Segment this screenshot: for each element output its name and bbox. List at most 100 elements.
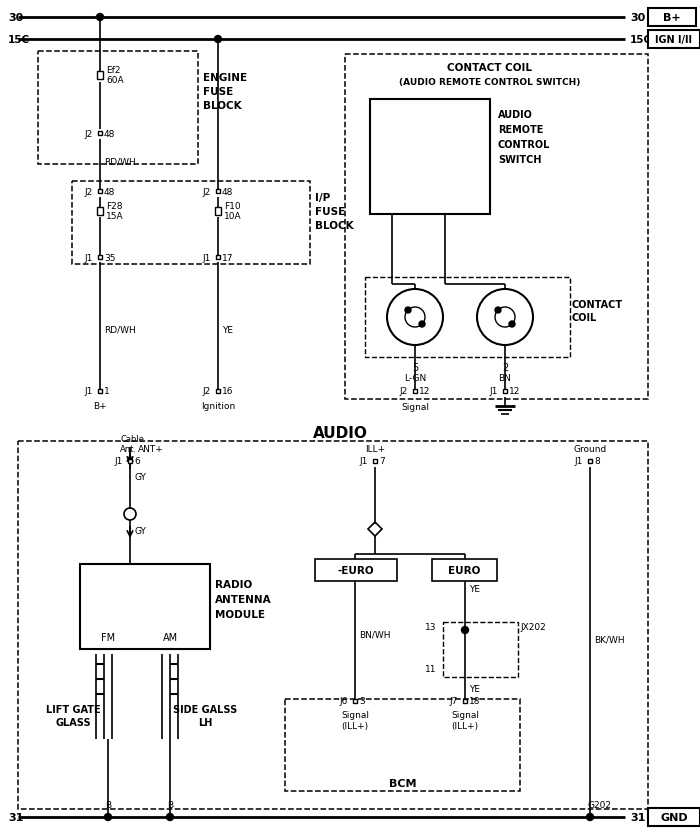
Text: IGN I/II: IGN I/II [655,35,692,45]
Text: B: B [105,800,111,809]
Text: JX202: JX202 [520,623,546,632]
Bar [648,9,696,27]
Text: RD/WH: RD/WH [104,325,136,334]
Circle shape [587,813,594,820]
Text: 10A: 10A [224,212,241,220]
Text: YE: YE [469,685,480,694]
Text: RD/WH: RD/WH [104,157,136,166]
Text: 16: 16 [222,387,234,396]
Text: 15A: 15A [106,212,124,220]
Bar [215,208,221,216]
Text: B: B [167,800,173,809]
Text: 2: 2 [502,363,508,373]
Bar [98,190,102,194]
Text: 35: 35 [104,253,116,263]
Bar [38,52,198,165]
Text: FM: FM [101,632,115,642]
Circle shape [104,813,111,820]
Bar [353,699,357,703]
Text: LIFT GATE: LIFT GATE [46,704,100,714]
Text: REMOTE: REMOTE [498,125,543,135]
Circle shape [461,627,468,634]
Text: CONTACT: CONTACT [572,299,623,309]
Text: Ant.: Ant. [120,445,137,454]
Text: J2: J2 [399,387,407,396]
Text: 13: 13 [425,623,437,632]
Text: BLOCK: BLOCK [315,221,354,231]
Text: 12: 12 [509,387,520,396]
Text: J1: J1 [574,457,582,466]
Text: FUSE: FUSE [315,206,345,217]
Bar [98,256,102,260]
Text: EURO: EURO [448,565,480,575]
Text: J2: J2 [202,187,210,196]
Bar [370,99,490,215]
Bar [285,699,520,791]
Text: 48: 48 [104,130,116,138]
Text: Ef2: Ef2 [106,65,120,74]
Circle shape [419,322,425,328]
Text: 8: 8 [594,457,600,466]
Text: AM: AM [162,632,178,642]
Text: Cable: Cable [120,435,144,444]
Bar [216,190,220,194]
Text: (ILL+): (ILL+) [342,721,369,730]
Circle shape [214,37,221,43]
Text: FUSE: FUSE [203,87,233,97]
Bar [216,256,220,260]
Text: 11: 11 [425,665,437,674]
Text: F28: F28 [106,201,122,210]
Bar [648,31,700,49]
Bar [443,622,518,677]
Circle shape [97,14,104,22]
Bar [18,441,648,809]
Text: (ILL+): (ILL+) [452,721,479,730]
Text: J7: J7 [449,696,457,706]
Text: L-GN: L-GN [404,373,426,382]
Text: CONTACT COIL: CONTACT COIL [447,63,533,73]
Bar [345,55,648,400]
Text: (AUDIO REMOTE CONTROL SWITCH): (AUDIO REMOTE CONTROL SWITCH) [399,78,581,86]
Text: J1: J1 [114,457,122,466]
Text: ANTENNA: ANTENNA [215,594,272,604]
Text: RADIO: RADIO [215,579,252,589]
Text: 31: 31 [8,812,23,822]
Text: CONTROL: CONTROL [498,140,550,150]
Text: GY: GY [134,527,146,536]
Bar [315,559,397,581]
Text: G202: G202 [588,800,612,809]
Text: 60A: 60A [106,75,124,84]
Text: SWITCH: SWITCH [498,155,542,165]
Text: 7: 7 [379,457,385,466]
Bar [216,390,220,394]
Text: YE: YE [222,325,233,334]
Text: F10: F10 [224,201,241,210]
Text: Signal: Signal [341,710,369,719]
Text: GND: GND [660,812,688,822]
Text: 48: 48 [222,187,233,196]
Bar [98,132,102,135]
Bar [588,460,592,463]
Text: 15C: 15C [8,35,30,45]
Text: J1: J1 [84,387,92,396]
Text: J2: J2 [84,130,92,138]
Bar [72,181,310,265]
Bar [128,460,132,463]
Circle shape [405,308,411,314]
Bar [365,278,570,358]
Bar [503,390,507,394]
Text: 18: 18 [469,696,480,706]
Text: I/P: I/P [315,193,330,203]
Text: J2: J2 [84,187,92,196]
Bar [98,390,102,394]
Text: YE: YE [469,585,480,594]
Text: BN/WH: BN/WH [359,630,391,639]
Text: GY: GY [134,473,146,482]
Circle shape [495,308,501,314]
Text: J1: J1 [359,457,368,466]
Text: J6: J6 [339,696,347,706]
Text: 15C: 15C [630,35,652,45]
Text: ILL+: ILL+ [365,445,385,454]
Text: J1: J1 [489,387,498,396]
Text: 31: 31 [630,812,645,822]
